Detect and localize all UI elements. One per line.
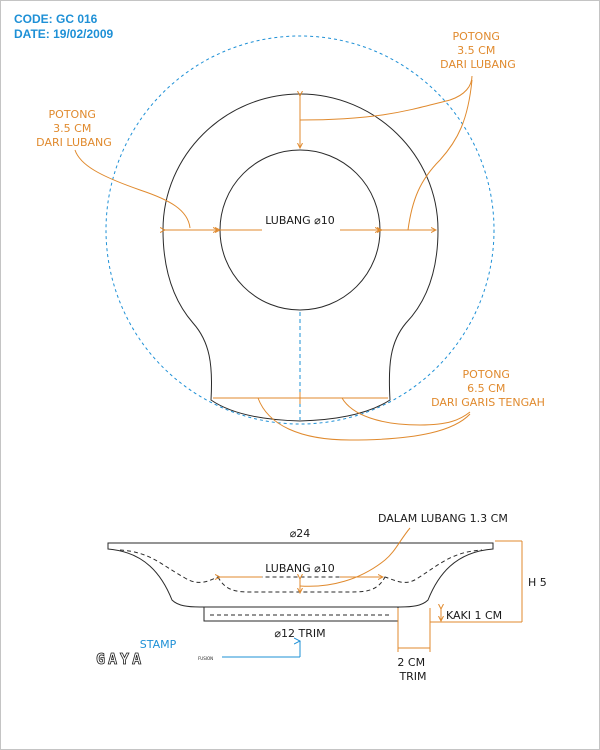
foot-ring xyxy=(203,606,399,622)
height-label: H 5 xyxy=(528,576,547,589)
note-right-line3: DARI LUBANG xyxy=(440,58,516,71)
brand-logo: GAYA xyxy=(96,650,144,668)
diameter-label: ⌀24 xyxy=(290,527,311,540)
note-right-line2: 3.5 CM xyxy=(457,44,495,57)
plate-profile xyxy=(107,542,494,608)
hole-label-top: LUBANG ⌀10 xyxy=(265,214,335,227)
trim-width-line1: 2 CM xyxy=(397,656,425,669)
note-bottom-line1: POTONG xyxy=(463,368,510,381)
note-right-line1: POTONG xyxy=(453,30,500,43)
note-left-line1: POTONG xyxy=(49,108,96,121)
depth-note: DALAM LUBANG 1.3 CM xyxy=(378,512,508,525)
leader-right-top xyxy=(299,75,473,121)
stamp-label: STAMP xyxy=(140,638,177,651)
trim-width-label: 2 CM TRIM xyxy=(397,656,428,683)
trim-label: ⌀12 TRIM xyxy=(274,627,325,640)
leader-right-side xyxy=(407,79,473,231)
hole-label-side: LUBANG ⌀10 xyxy=(265,562,335,575)
note-bottom: POTONG 6.5 CM DARI GARIS TENGAH xyxy=(431,368,545,409)
note-bottom-line3: DARI GARIS TENGAH xyxy=(431,396,545,409)
well-bottom-dashed xyxy=(217,576,386,593)
foot-label: KAKI 1 CM xyxy=(446,609,502,622)
date-text: DATE: 19/02/2009 xyxy=(14,27,113,41)
outer-blank-circle xyxy=(105,35,495,425)
note-left-line3: DARI LUBANG xyxy=(36,136,112,149)
note-bottom-line2: 6.5 CM xyxy=(467,382,505,395)
note-right: POTONG 3.5 CM DARI LUBANG xyxy=(440,30,516,71)
leader-left xyxy=(74,149,191,229)
leader-bottom-b xyxy=(341,397,471,426)
leader-depth xyxy=(299,527,411,587)
note-left: POTONG 3.5 CM DARI LUBANG xyxy=(36,108,112,149)
note-left-line2: 3.5 CM xyxy=(53,122,91,135)
code-text: CODE: GC 016 xyxy=(14,12,98,26)
brand-logo-sub: FUSION xyxy=(198,656,213,661)
trim-width-line2: TRIM xyxy=(398,670,426,683)
leader-bottom-a xyxy=(257,397,471,441)
